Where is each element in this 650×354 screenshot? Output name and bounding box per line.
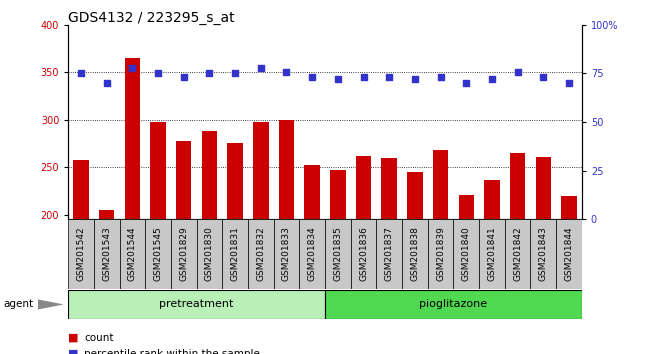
- Polygon shape: [38, 299, 64, 309]
- Point: [487, 76, 497, 82]
- Bar: [356, 156, 371, 354]
- Text: GSM201841: GSM201841: [488, 227, 497, 281]
- Bar: [253, 122, 268, 354]
- Text: GSM201544: GSM201544: [128, 227, 137, 281]
- Bar: [504, 219, 530, 289]
- Bar: [274, 219, 299, 289]
- Bar: [433, 150, 448, 354]
- Text: GSM201842: GSM201842: [513, 227, 522, 281]
- Bar: [171, 219, 196, 289]
- Point: [153, 70, 163, 76]
- Point: [255, 65, 266, 70]
- Bar: [300, 219, 325, 289]
- Point: [358, 74, 369, 80]
- Text: GSM201543: GSM201543: [102, 227, 111, 281]
- Text: GSM201840: GSM201840: [462, 227, 471, 281]
- Text: GSM201836: GSM201836: [359, 227, 368, 281]
- Point: [461, 80, 471, 86]
- Text: GSM201835: GSM201835: [333, 227, 343, 281]
- Text: ■: ■: [68, 333, 79, 343]
- Point: [410, 76, 420, 82]
- Bar: [145, 219, 171, 289]
- Point: [76, 70, 86, 76]
- Bar: [325, 219, 351, 289]
- Text: GSM201830: GSM201830: [205, 227, 214, 281]
- Point: [179, 74, 189, 80]
- Point: [230, 70, 240, 76]
- Bar: [376, 219, 402, 289]
- Bar: [351, 219, 376, 289]
- Text: GDS4132 / 223295_s_at: GDS4132 / 223295_s_at: [68, 11, 235, 25]
- Text: pretreatment: pretreatment: [159, 299, 234, 309]
- Bar: [279, 120, 294, 354]
- Bar: [454, 219, 479, 289]
- Bar: [99, 210, 114, 354]
- Text: GSM201829: GSM201829: [179, 227, 188, 281]
- Point: [307, 74, 317, 80]
- Point: [333, 76, 343, 82]
- Text: GSM201832: GSM201832: [256, 227, 265, 281]
- Bar: [530, 219, 556, 289]
- Bar: [458, 195, 474, 354]
- Bar: [196, 219, 222, 289]
- Bar: [125, 58, 140, 354]
- Text: pioglitazone: pioglitazone: [419, 299, 488, 309]
- Bar: [222, 219, 248, 289]
- Bar: [428, 219, 454, 289]
- Bar: [68, 219, 94, 289]
- Bar: [402, 219, 428, 289]
- Text: agent: agent: [3, 299, 33, 309]
- Text: ■: ■: [68, 349, 79, 354]
- Text: GSM201837: GSM201837: [385, 227, 394, 281]
- Text: GSM201545: GSM201545: [153, 227, 162, 281]
- Bar: [202, 131, 217, 354]
- Bar: [484, 179, 500, 354]
- Bar: [479, 219, 505, 289]
- Point: [564, 80, 574, 86]
- Text: GSM201831: GSM201831: [231, 227, 240, 281]
- Bar: [73, 160, 89, 354]
- Bar: [407, 172, 422, 354]
- Text: GSM201844: GSM201844: [564, 227, 573, 281]
- Point: [101, 80, 112, 86]
- Bar: [176, 141, 192, 354]
- Text: percentile rank within the sample: percentile rank within the sample: [84, 349, 261, 354]
- Bar: [536, 157, 551, 354]
- Bar: [120, 219, 146, 289]
- Text: GSM201542: GSM201542: [77, 227, 86, 281]
- Bar: [325, 290, 582, 319]
- Point: [538, 74, 549, 80]
- Bar: [556, 219, 582, 289]
- Text: GSM201838: GSM201838: [410, 227, 419, 281]
- Bar: [150, 122, 166, 354]
- Point: [204, 70, 214, 76]
- Point: [127, 65, 138, 70]
- Bar: [94, 219, 120, 289]
- Bar: [227, 143, 243, 354]
- Bar: [561, 196, 577, 354]
- Point: [281, 69, 292, 74]
- Text: GSM201843: GSM201843: [539, 227, 548, 281]
- Text: GSM201833: GSM201833: [282, 227, 291, 281]
- Point: [436, 74, 446, 80]
- Text: count: count: [84, 333, 114, 343]
- Point: [384, 74, 395, 80]
- Bar: [382, 158, 397, 354]
- Text: GSM201834: GSM201834: [307, 227, 317, 281]
- Bar: [248, 219, 274, 289]
- Bar: [68, 290, 325, 319]
- Bar: [304, 165, 320, 354]
- Bar: [330, 170, 346, 354]
- Point: [512, 69, 523, 74]
- Text: GSM201839: GSM201839: [436, 227, 445, 281]
- Bar: [510, 153, 525, 354]
